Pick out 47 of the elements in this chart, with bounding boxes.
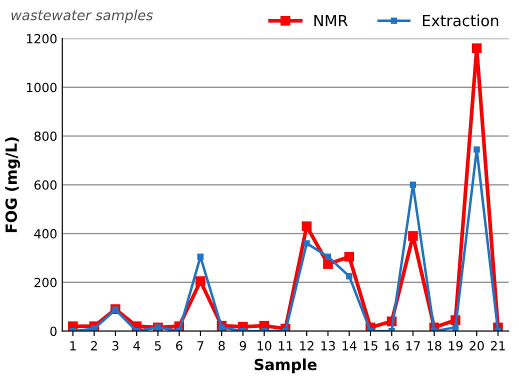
x-tick-label: 3 bbox=[112, 341, 118, 350]
legend-label: Extraction bbox=[422, 14, 498, 26]
point bbox=[196, 276, 206, 286]
x-tick-label: 7 bbox=[197, 341, 204, 350]
chart-title: wastewater samples bbox=[12, 10, 153, 24]
x-tick-label: 14 bbox=[342, 341, 356, 350]
point bbox=[474, 146, 480, 153]
x-tick-label: 2 bbox=[91, 341, 97, 350]
x-tick-label: 18 bbox=[428, 341, 442, 350]
point bbox=[408, 231, 418, 241]
x-tick-label: 8 bbox=[218, 341, 225, 350]
x-tick-label: 4 bbox=[133, 341, 140, 350]
point bbox=[346, 273, 352, 280]
y-tick-label: 0 bbox=[50, 326, 57, 336]
y-tick-label: 600 bbox=[34, 180, 57, 190]
x-tick-label: 16 bbox=[385, 341, 399, 350]
point bbox=[344, 252, 354, 262]
point bbox=[197, 254, 204, 260]
y-axis-title: FOG (mg/L) bbox=[5, 137, 20, 232]
x-tick-label: 20 bbox=[470, 341, 484, 350]
x-tick-label: 10 bbox=[258, 341, 272, 350]
y-tick-label: 400 bbox=[34, 229, 57, 238]
x-tick-label: 6 bbox=[176, 341, 182, 350]
point bbox=[324, 254, 332, 260]
x-tick-label: 17 bbox=[406, 341, 420, 350]
x-tick-label: 15 bbox=[364, 341, 378, 350]
point bbox=[304, 240, 310, 246]
y-tick-label: 800 bbox=[34, 132, 57, 141]
point bbox=[472, 43, 482, 54]
point bbox=[112, 306, 119, 313]
x-tick-label: 1 bbox=[70, 341, 76, 350]
x-tick-label: 19 bbox=[448, 341, 463, 350]
x-tick-label: 11 bbox=[278, 341, 292, 350]
x-tick-label: 12 bbox=[300, 341, 314, 350]
y-tick-label: 1000 bbox=[26, 82, 57, 92]
x-tick-label: 5 bbox=[154, 341, 161, 350]
y-tick-label: 200 bbox=[34, 278, 57, 288]
point bbox=[302, 221, 312, 232]
y-tick-label: 1200 bbox=[26, 34, 57, 44]
x-tick-label: 21 bbox=[490, 341, 505, 350]
point bbox=[452, 324, 459, 331]
x-tick-label: 13 bbox=[321, 341, 335, 350]
point bbox=[323, 259, 333, 269]
legend-label: NMR bbox=[314, 15, 348, 26]
x-axis-title: Sample bbox=[254, 358, 317, 374]
point bbox=[410, 182, 416, 188]
x-tick-label: 9 bbox=[240, 341, 246, 350]
